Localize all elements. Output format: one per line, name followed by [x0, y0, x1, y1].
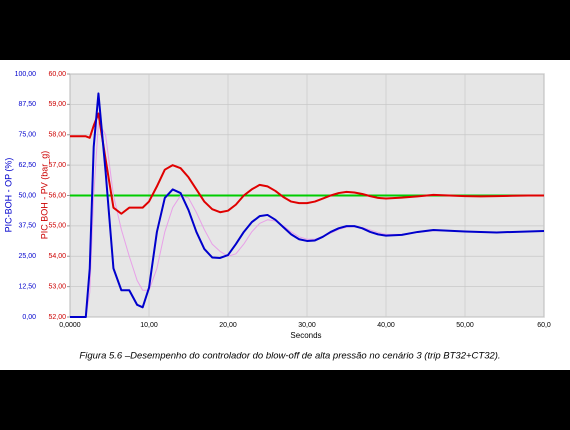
y2-tick-label: 60,00 [48, 71, 66, 78]
y-tick-label: 12,50 [18, 283, 36, 290]
y2-axis-label: PIC BOH - PV (bar_g) [39, 151, 49, 240]
y2-tick-label: 58,00 [48, 132, 66, 139]
y-tick-label: 50,00 [18, 192, 36, 199]
caption: Figura 5.6 –Desempenho do controlador do… [79, 351, 500, 362]
y2-tick-label: 59,00 [48, 101, 66, 108]
series-line [70, 92, 545, 318]
y2-tick-label: 57,00 [48, 162, 66, 169]
y-axis-label: PIC-BOH - OP (%) [3, 158, 13, 233]
y2-tick-label: 52,00 [48, 314, 66, 321]
y2-tick-label: 54,00 [48, 253, 66, 260]
series-line [70, 112, 544, 215]
x-tick-label: 0,0000 [59, 322, 81, 329]
y-tick-label: 75,00 [18, 132, 36, 139]
y2-tick-label: 55,00 [48, 223, 66, 230]
x-tick-label: 60,0 [537, 322, 551, 329]
y-tick-label: 87,50 [18, 101, 36, 108]
y-tick-label: 37,50 [18, 223, 36, 230]
x-tick-label: 20,00 [219, 322, 237, 329]
y-tick-label: 100,00 [15, 71, 37, 78]
y-tick-label: 25,00 [18, 253, 36, 260]
y2-tick-label: 53,00 [48, 283, 66, 290]
x-tick-label: 30,00 [298, 322, 316, 329]
x-tick-label: 10,00 [140, 322, 158, 329]
y-tick-label: 0,00 [22, 314, 36, 321]
x-axis-label: Seconds [290, 331, 321, 340]
x-tick-label: 50,00 [456, 322, 474, 329]
x-tick-label: 40,00 [377, 322, 395, 329]
y-tick-label: 62,50 [18, 162, 36, 169]
y2-tick-label: 56,00 [48, 192, 66, 199]
